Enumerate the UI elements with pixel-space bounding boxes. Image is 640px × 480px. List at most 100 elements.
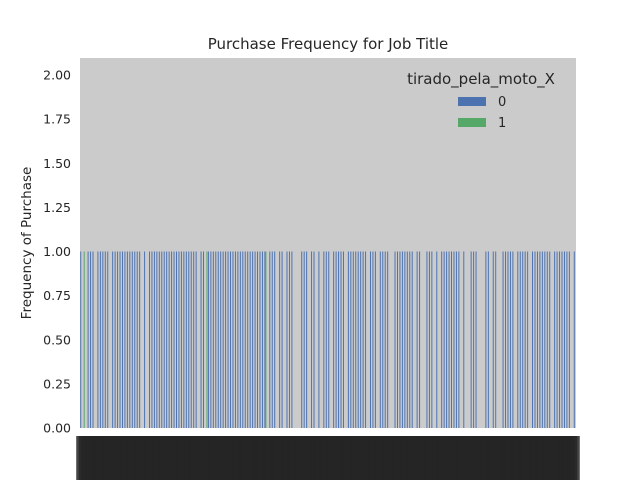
bar-series-0 xyxy=(291,251,293,428)
bar-series-0 xyxy=(362,251,364,428)
legend-swatch-0 xyxy=(458,97,486,106)
bar-series-0 xyxy=(441,251,443,428)
bar-series-0 xyxy=(416,251,418,428)
bar-series-0 xyxy=(406,251,408,428)
bar-series-0 xyxy=(244,251,246,428)
bar-series-0 xyxy=(102,251,104,428)
y-tick-label: 0.50 xyxy=(43,332,71,347)
bar-series-0 xyxy=(509,251,511,428)
bar-series-0 xyxy=(281,251,283,428)
bar-series-0 xyxy=(436,251,438,428)
bar-series-0 xyxy=(134,251,136,428)
bar-series-0 xyxy=(473,251,475,428)
bar-series-0 xyxy=(264,251,266,428)
bar-series-0 xyxy=(355,251,357,428)
bar-series-0 xyxy=(401,251,403,428)
bar-series-0 xyxy=(207,251,209,428)
bars xyxy=(80,251,575,428)
bar-series-0 xyxy=(92,251,94,428)
bar-series-0 xyxy=(399,251,401,428)
bar-series-0 xyxy=(384,251,386,428)
bar-series-0 xyxy=(171,251,173,428)
bar-series-0 xyxy=(80,251,82,428)
bar-series-0 xyxy=(475,251,477,428)
bar-series-0 xyxy=(129,251,131,428)
y-tick-label: 1.75 xyxy=(43,112,71,127)
bar-series-0 xyxy=(200,251,202,428)
bar-series-0 xyxy=(193,251,195,428)
legend-label-1: 1 xyxy=(498,116,506,131)
y-tick-label: 1.00 xyxy=(43,244,71,259)
bar-series-0 xyxy=(328,251,330,428)
bar-series-0 xyxy=(254,251,256,428)
bar-series-0 xyxy=(180,251,182,428)
bar-series-0 xyxy=(151,251,153,428)
bar-series-0 xyxy=(566,251,568,428)
bar-series-0 xyxy=(119,251,121,428)
bar-series-0 xyxy=(536,251,538,428)
bar-series-0 xyxy=(394,251,396,428)
bar-series-0 xyxy=(428,251,430,428)
bar-series-0 xyxy=(426,251,428,428)
y-tick-label: 0.75 xyxy=(43,288,71,303)
bar-series-0 xyxy=(144,251,146,428)
bar-series-0 xyxy=(121,251,123,428)
bar-series-0 xyxy=(404,251,406,428)
bar-series-0 xyxy=(554,251,556,428)
bar-series-0 xyxy=(131,251,133,428)
bar-series-0 xyxy=(409,251,411,428)
bar-series-0 xyxy=(338,251,340,428)
bar-series-1 xyxy=(265,251,267,428)
bar-series-0 xyxy=(230,251,232,428)
bar-series-0 xyxy=(419,251,421,428)
bar-series-0 xyxy=(136,251,138,428)
bar-series-0 xyxy=(325,251,327,428)
bar-series-0 xyxy=(161,251,163,428)
bar-series-0 xyxy=(234,251,236,428)
chart-title: Purchase Frequency for Job Title xyxy=(208,35,449,53)
bar-series-0 xyxy=(455,251,457,428)
bar-series-0 xyxy=(573,251,575,428)
bar-series-0 xyxy=(261,251,263,428)
bar-series-0 xyxy=(431,251,433,428)
bar-series-0 xyxy=(342,251,344,428)
bar-series-0 xyxy=(117,251,119,428)
bar-series-0 xyxy=(139,251,141,428)
bar-series-0 xyxy=(176,251,177,428)
bar-series-0 xyxy=(507,251,509,428)
bar-series-0 xyxy=(104,251,106,428)
bar-series-0 xyxy=(166,251,168,428)
bar-series-0 xyxy=(563,251,565,428)
bar-series-0 xyxy=(546,251,548,428)
bar-series-0 xyxy=(512,251,514,428)
bar-series-0 xyxy=(87,251,89,428)
bar-series-0 xyxy=(411,251,413,428)
legend: tirado_pela_moto_X 0 1 xyxy=(407,70,555,131)
bar-series-0 xyxy=(183,251,185,428)
bar-series-0 xyxy=(352,251,354,428)
bar-series-0 xyxy=(210,251,212,428)
bar-series-0 xyxy=(90,251,92,428)
bar-series-0 xyxy=(446,251,448,428)
bar-series-0 xyxy=(220,251,222,428)
bar-series-0 xyxy=(522,251,524,428)
bar-series-0 xyxy=(203,251,204,428)
bar-series-0 xyxy=(505,251,507,428)
y-tick-label: 0.00 xyxy=(43,421,71,436)
bar-series-0 xyxy=(286,251,288,428)
bar-series-0 xyxy=(168,251,170,428)
bar-series-0 xyxy=(163,251,165,428)
bar-series-0 xyxy=(335,251,337,428)
bar-series-1 xyxy=(83,251,85,428)
bar-series-0 xyxy=(539,251,541,428)
bar-series-0 xyxy=(485,251,487,428)
bar-series-0 xyxy=(559,251,561,428)
bar-series-0 xyxy=(149,251,150,428)
bar-series-0 xyxy=(252,251,254,428)
bar-series-0 xyxy=(313,251,315,428)
bar-series-0 xyxy=(303,251,305,428)
bar-series-0 xyxy=(107,251,109,428)
bar-series-0 xyxy=(365,251,367,428)
bar-series-0 xyxy=(556,251,558,428)
bar-series-0 xyxy=(340,251,342,428)
